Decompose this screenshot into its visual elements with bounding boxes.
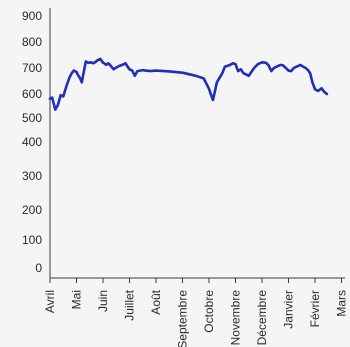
x-tick-label: Mars	[335, 290, 349, 317]
x-tick-label: Juin	[96, 290, 110, 312]
y-tick-label: 500	[22, 111, 42, 125]
y-tick-label: 0	[35, 261, 42, 275]
x-tick-label: Janvier	[282, 290, 296, 329]
series-group	[48, 57, 329, 111]
y-axis-ticks: 900 800 700 600 500 400 300 200 100 0	[22, 9, 42, 275]
x-tick-label: Octobre	[202, 290, 216, 333]
y-tick-label: 800	[22, 35, 42, 49]
y-tick-label: 100	[22, 233, 42, 247]
y-tick-label: 200	[22, 203, 42, 217]
y-tick-label: 700	[22, 61, 42, 75]
x-tick-label: Novembre	[229, 290, 243, 346]
x-tick-label: Septembre	[176, 290, 190, 347]
x-axis-ticks: Avril Mai Juin Juillet Août Septembre Octobre N…	[43, 278, 349, 347]
x-tick-label: Avril	[43, 290, 57, 313]
x-tick-label: Mai	[70, 290, 84, 309]
y-tick-label: 600	[22, 87, 42, 101]
x-tick-label: Février	[308, 290, 322, 327]
y-tick-label: 300	[22, 169, 42, 183]
series-line	[48, 57, 329, 111]
y-tick-label: 900	[22, 9, 42, 23]
x-tick-label: Juillet	[123, 289, 137, 320]
x-tick-label: Août	[149, 289, 163, 314]
x-tick-label: Décembre	[255, 290, 269, 346]
y-tick-label: 400	[22, 135, 42, 149]
